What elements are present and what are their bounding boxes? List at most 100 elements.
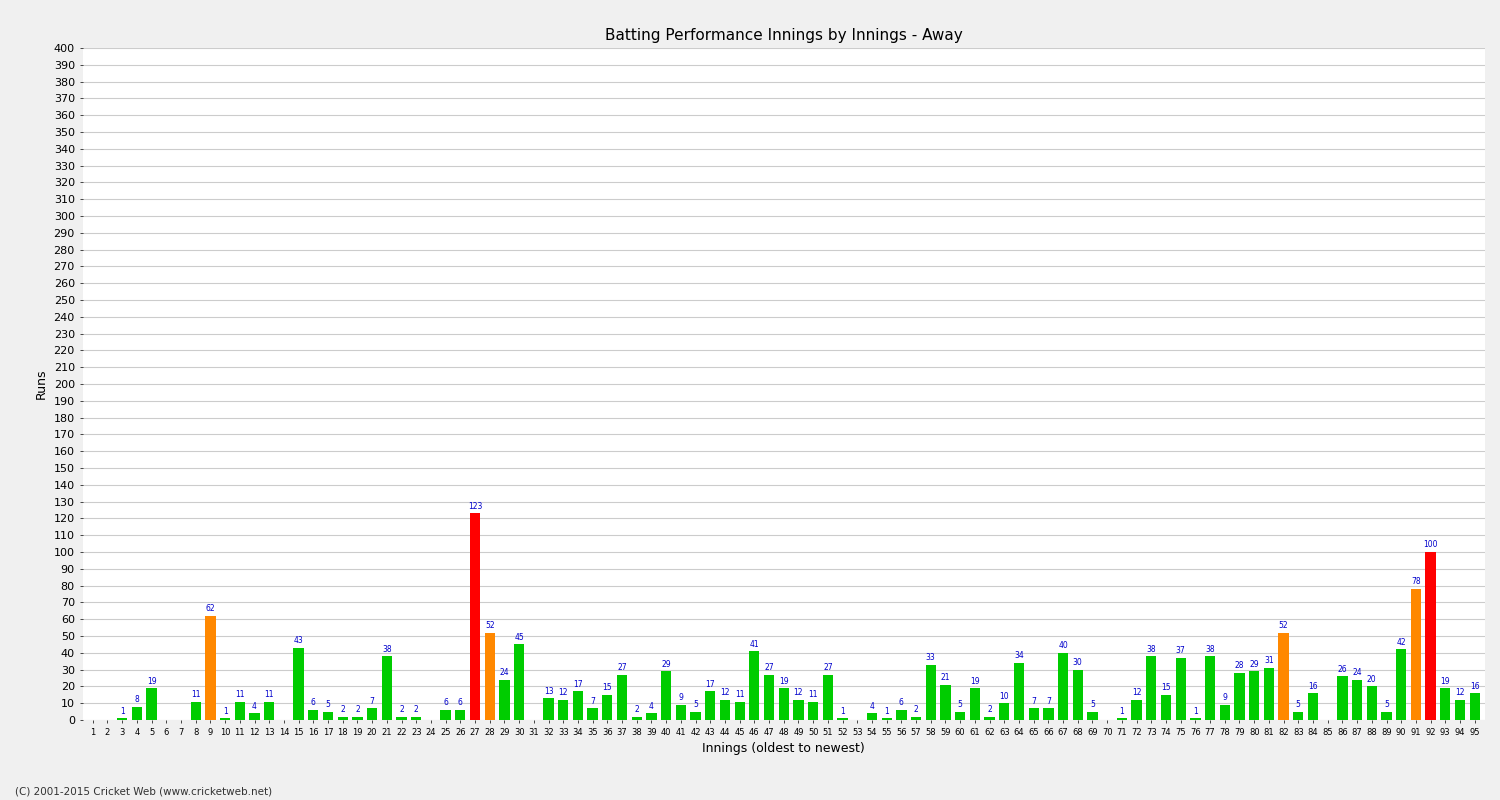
Text: 17: 17 bbox=[573, 680, 582, 689]
Bar bbox=[675, 705, 686, 720]
Bar bbox=[882, 718, 892, 720]
Bar bbox=[1234, 673, 1245, 720]
Text: 19: 19 bbox=[970, 677, 980, 686]
Text: 12: 12 bbox=[1455, 688, 1466, 698]
Text: 12: 12 bbox=[794, 688, 802, 698]
Bar bbox=[322, 712, 333, 720]
Bar bbox=[867, 714, 877, 720]
Text: 7: 7 bbox=[1046, 697, 1052, 706]
Text: 5: 5 bbox=[1384, 700, 1389, 709]
Bar bbox=[1250, 671, 1260, 720]
Text: 38: 38 bbox=[1146, 645, 1156, 654]
Text: 5: 5 bbox=[1296, 700, 1300, 709]
Bar bbox=[1072, 670, 1083, 720]
Bar bbox=[1412, 589, 1420, 720]
Text: 11: 11 bbox=[190, 690, 201, 699]
Bar bbox=[368, 708, 378, 720]
Bar bbox=[1263, 668, 1274, 720]
Text: 2: 2 bbox=[634, 705, 639, 714]
Text: 20: 20 bbox=[1366, 675, 1377, 684]
Text: 9: 9 bbox=[678, 694, 684, 702]
Text: 28: 28 bbox=[1234, 662, 1244, 670]
Text: 31: 31 bbox=[1264, 656, 1274, 666]
Bar bbox=[381, 656, 392, 720]
Text: 40: 40 bbox=[1058, 642, 1068, 650]
Text: 100: 100 bbox=[1424, 541, 1438, 550]
Bar bbox=[910, 717, 921, 720]
Bar bbox=[808, 702, 819, 720]
Text: 8: 8 bbox=[135, 695, 140, 704]
Bar bbox=[441, 710, 452, 720]
Bar bbox=[662, 671, 672, 720]
Bar bbox=[999, 703, 1010, 720]
Bar bbox=[1366, 686, 1377, 720]
Bar bbox=[1131, 700, 1142, 720]
Text: 4: 4 bbox=[252, 702, 257, 710]
Bar bbox=[1161, 694, 1172, 720]
Bar bbox=[926, 665, 936, 720]
Text: 2: 2 bbox=[914, 705, 918, 714]
Text: 29: 29 bbox=[662, 660, 670, 669]
Text: 16: 16 bbox=[1308, 682, 1318, 690]
Bar bbox=[705, 691, 716, 720]
Bar bbox=[573, 691, 584, 720]
Bar bbox=[969, 688, 980, 720]
Bar bbox=[602, 694, 612, 720]
Text: 4: 4 bbox=[650, 702, 654, 710]
Text: 11: 11 bbox=[264, 690, 274, 699]
Bar bbox=[249, 714, 259, 720]
Text: 16: 16 bbox=[1470, 682, 1479, 690]
Bar bbox=[690, 712, 700, 720]
Text: 15: 15 bbox=[1161, 683, 1172, 692]
Bar bbox=[411, 717, 422, 720]
Text: 27: 27 bbox=[824, 663, 833, 672]
Bar bbox=[735, 702, 746, 720]
Bar bbox=[1146, 656, 1156, 720]
Bar bbox=[1176, 658, 1186, 720]
Text: 15: 15 bbox=[603, 683, 612, 692]
Text: 19: 19 bbox=[1440, 677, 1450, 686]
Text: 7: 7 bbox=[1030, 697, 1036, 706]
Bar bbox=[132, 706, 142, 720]
Text: 30: 30 bbox=[1072, 658, 1083, 667]
Text: 42: 42 bbox=[1396, 638, 1406, 647]
Text: 2: 2 bbox=[414, 705, 419, 714]
Text: 5: 5 bbox=[693, 700, 698, 709]
Text: 7: 7 bbox=[369, 697, 375, 706]
Text: 1: 1 bbox=[1119, 707, 1125, 716]
Text: 1: 1 bbox=[222, 707, 228, 716]
Bar bbox=[1338, 676, 1347, 720]
Text: 19: 19 bbox=[147, 677, 156, 686]
Text: 1: 1 bbox=[120, 707, 124, 716]
Text: 34: 34 bbox=[1014, 651, 1025, 660]
Text: 6: 6 bbox=[310, 698, 315, 707]
Bar bbox=[1440, 688, 1450, 720]
Text: 24: 24 bbox=[1353, 668, 1362, 677]
Text: 78: 78 bbox=[1412, 578, 1420, 586]
Bar bbox=[1116, 718, 1126, 720]
Bar bbox=[117, 718, 128, 720]
Bar bbox=[338, 717, 348, 720]
Text: 5: 5 bbox=[326, 700, 330, 709]
Bar bbox=[484, 633, 495, 720]
Bar bbox=[720, 700, 730, 720]
Bar bbox=[470, 514, 480, 720]
Bar bbox=[632, 717, 642, 720]
Text: 41: 41 bbox=[750, 640, 759, 649]
Bar bbox=[748, 651, 759, 720]
Text: 6: 6 bbox=[442, 698, 448, 707]
Text: 10: 10 bbox=[999, 692, 1010, 701]
Text: 19: 19 bbox=[778, 677, 789, 686]
Bar bbox=[1278, 633, 1288, 720]
X-axis label: Innings (oldest to newest): Innings (oldest to newest) bbox=[702, 742, 865, 755]
Text: 21: 21 bbox=[940, 674, 950, 682]
Bar bbox=[1088, 712, 1098, 720]
Bar bbox=[794, 700, 804, 720]
Text: 4: 4 bbox=[870, 702, 874, 710]
Bar bbox=[1455, 700, 1466, 720]
Bar bbox=[588, 708, 598, 720]
Bar bbox=[778, 688, 789, 720]
Text: 29: 29 bbox=[1250, 660, 1258, 669]
Bar bbox=[1190, 718, 1200, 720]
Bar bbox=[264, 702, 274, 720]
